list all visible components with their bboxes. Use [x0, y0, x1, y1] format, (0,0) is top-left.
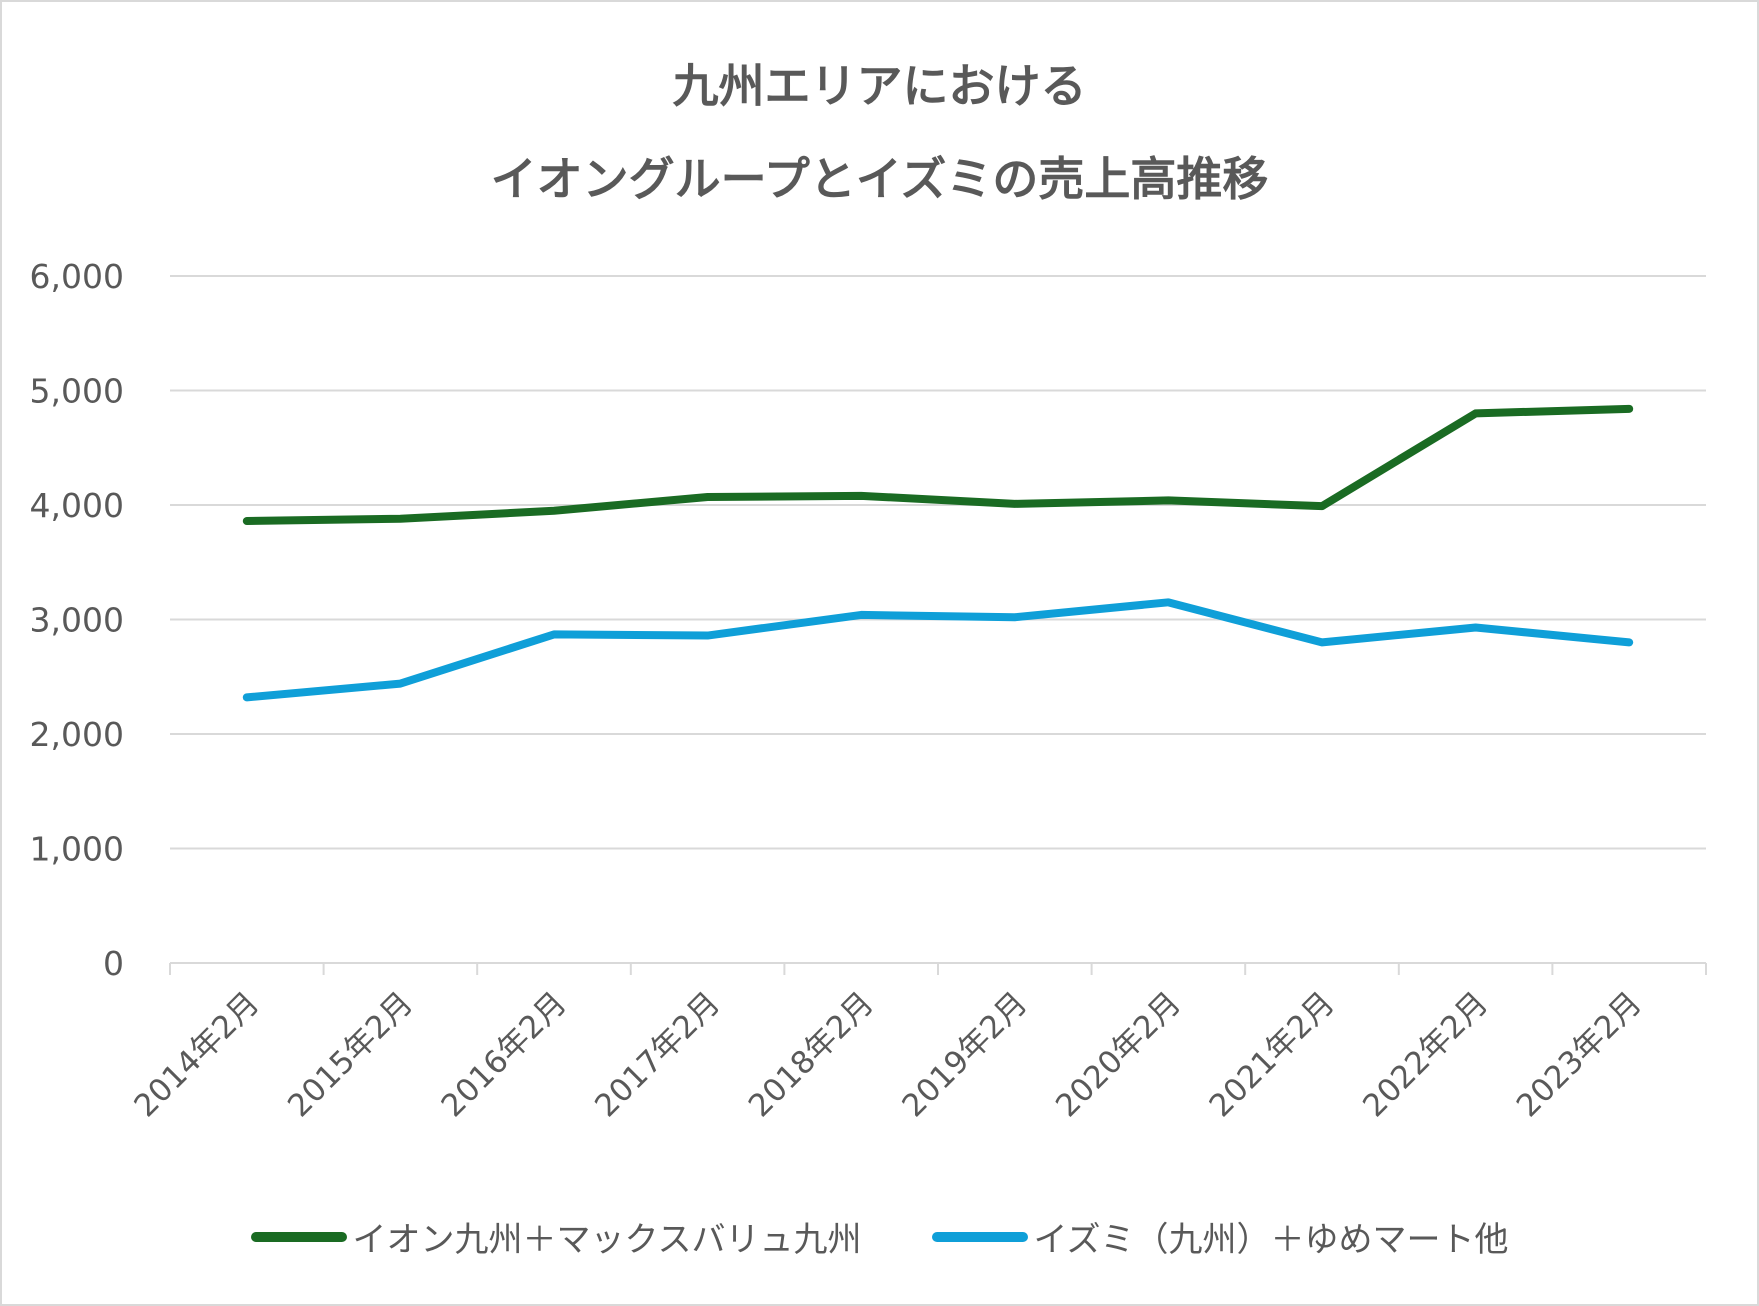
- x-tick-label: 2021年2月: [1203, 985, 1342, 1124]
- legend-item-aeon: イオン九州＋マックスバリュ九州: [250, 1212, 862, 1261]
- y-tick-label: 2,000: [30, 715, 124, 754]
- legend-label-aeon: イオン九州＋マックスバリュ九州: [352, 1220, 862, 1260]
- series-line-1: [242, 598, 1634, 702]
- x-tick-label: 2014年2月: [127, 985, 266, 1124]
- y-tick-label: 4,000: [30, 486, 124, 525]
- x-tick-label: 2017年2月: [588, 985, 727, 1124]
- chart-title-line-1: 九州エリアにおける: [672, 59, 1087, 113]
- y-tick-label: 3,000: [30, 601, 124, 640]
- y-tick-label: 0: [103, 944, 124, 983]
- legend-item-izumi: イズミ（九州）＋ゆめマート他: [931, 1212, 1509, 1261]
- x-tick-label: 2019年2月: [895, 985, 1034, 1124]
- x-tick-label: 2023年2月: [1510, 985, 1649, 1124]
- legend-label-izumi: イズミ（九州）＋ゆめマート他: [1033, 1220, 1509, 1260]
- legend: イオン九州＋マックスバリュ九州 イズミ（九州）＋ゆめマート他: [0, 1212, 1759, 1261]
- legend-swatch-aeon: [250, 1231, 347, 1242]
- legend-swatch-izumi: [931, 1231, 1028, 1242]
- x-tick-label: 2016年2月: [435, 985, 574, 1124]
- y-tick-label: 1,000: [30, 830, 124, 869]
- x-tick-label: 2018年2月: [742, 985, 881, 1124]
- y-tick-label: 6,000: [30, 257, 124, 296]
- x-tick-label: 2015年2月: [281, 985, 420, 1124]
- x-tick-label: 2020年2月: [1049, 985, 1188, 1124]
- chart-title-line-2: イオングループとイズミの売上高推移: [490, 152, 1269, 206]
- y-tick-label: 5,000: [30, 372, 124, 411]
- x-tick-label: 2022年2月: [1356, 985, 1495, 1124]
- series-line-0: [242, 404, 1634, 526]
